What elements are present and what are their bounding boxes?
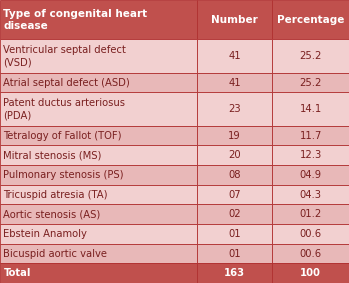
Bar (0, 263, 197, 283)
Bar (0, 244, 197, 263)
Bar (272, 185, 349, 204)
Text: 14.1: 14.1 (299, 104, 322, 114)
Text: Atrial septal defect (ASD): Atrial septal defect (ASD) (3, 78, 130, 87)
Text: Tetralogy of Fallot (TOF): Tetralogy of Fallot (TOF) (3, 130, 122, 141)
Bar (197, 73, 272, 92)
Text: 11.7: 11.7 (299, 130, 322, 141)
Bar (272, 0, 349, 39)
Bar (272, 92, 349, 126)
Text: Number: Number (211, 15, 258, 25)
Text: Pulmonary stenosis (PS): Pulmonary stenosis (PS) (3, 170, 124, 180)
Bar (197, 185, 272, 204)
Text: Ebstein Anamoly: Ebstein Anamoly (3, 229, 87, 239)
Text: 08: 08 (229, 170, 241, 180)
Bar (197, 165, 272, 185)
Text: Tricuspid atresia (TA): Tricuspid atresia (TA) (3, 190, 108, 200)
Text: 20: 20 (228, 150, 241, 160)
Bar (197, 39, 272, 73)
Text: 25.2: 25.2 (299, 78, 322, 87)
Text: Ventricular septal defect
(VSD): Ventricular septal defect (VSD) (3, 45, 126, 67)
Bar (0, 92, 197, 126)
Bar (0, 185, 197, 204)
Bar (197, 224, 272, 244)
Text: Bicuspid aortic valve: Bicuspid aortic valve (3, 248, 107, 259)
Bar (197, 126, 272, 145)
Bar (272, 204, 349, 224)
Text: 41: 41 (228, 51, 241, 61)
Bar (0, 204, 197, 224)
Bar (0, 0, 197, 39)
Bar (0, 145, 197, 165)
Bar (197, 204, 272, 224)
Text: Percentage: Percentage (277, 15, 344, 25)
Bar (272, 126, 349, 145)
Text: 04.3: 04.3 (299, 190, 322, 200)
Text: 25.2: 25.2 (299, 51, 322, 61)
Text: 04.9: 04.9 (299, 170, 322, 180)
Bar (272, 263, 349, 283)
Bar (197, 244, 272, 263)
Text: Total: Total (3, 268, 31, 278)
Text: 01: 01 (228, 229, 241, 239)
Text: 19: 19 (228, 130, 241, 141)
Bar (197, 92, 272, 126)
Text: 12.3: 12.3 (299, 150, 322, 160)
Text: 100: 100 (300, 268, 321, 278)
Bar (272, 224, 349, 244)
Bar (0, 73, 197, 92)
Bar (0, 224, 197, 244)
Text: 00.6: 00.6 (299, 248, 322, 259)
Bar (272, 39, 349, 73)
Bar (272, 73, 349, 92)
Text: Patent ductus arteriosus
(PDA): Patent ductus arteriosus (PDA) (3, 98, 126, 120)
Text: 07: 07 (228, 190, 241, 200)
Text: Type of congenital heart
disease: Type of congenital heart disease (3, 9, 148, 31)
Text: Mitral stenosis (MS): Mitral stenosis (MS) (3, 150, 102, 160)
Text: 163: 163 (224, 268, 245, 278)
Bar (197, 0, 272, 39)
Text: 23: 23 (228, 104, 241, 114)
Text: 01: 01 (228, 248, 241, 259)
Bar (0, 126, 197, 145)
Bar (272, 165, 349, 185)
Text: 00.6: 00.6 (299, 229, 322, 239)
Bar (0, 39, 197, 73)
Bar (197, 145, 272, 165)
Text: 02: 02 (228, 209, 241, 219)
Bar (272, 244, 349, 263)
Text: 01.2: 01.2 (299, 209, 322, 219)
Bar (0, 165, 197, 185)
Text: Aortic stenosis (AS): Aortic stenosis (AS) (3, 209, 101, 219)
Bar (197, 263, 272, 283)
Text: 41: 41 (228, 78, 241, 87)
Bar (272, 145, 349, 165)
